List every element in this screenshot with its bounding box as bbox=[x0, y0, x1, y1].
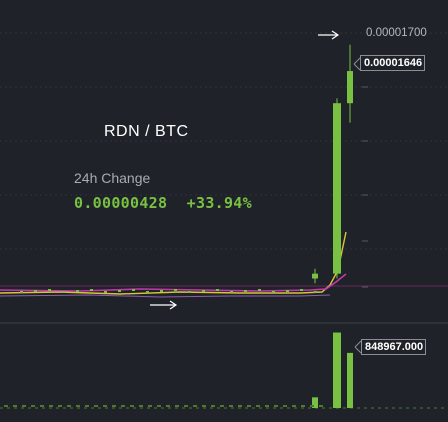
high-price-label: 0.00001700 bbox=[366, 27, 427, 39]
price-tag-pointer bbox=[353, 57, 361, 71]
volume-tick bbox=[94, 405, 98, 407]
markers bbox=[150, 30, 362, 354]
volume-tag: 848967.000 bbox=[361, 339, 427, 355]
small-candle bbox=[188, 291, 191, 293]
change-percent: +33.94% bbox=[186, 194, 252, 212]
last-price-tag: 0.00001646 bbox=[360, 55, 426, 71]
volume-tick bbox=[103, 405, 107, 407]
small-candle bbox=[104, 291, 107, 293]
volume-bar bbox=[312, 397, 318, 408]
candle-body bbox=[333, 103, 341, 274]
small-candle bbox=[20, 291, 23, 293]
volume-tick bbox=[121, 405, 125, 407]
volume-tick bbox=[4, 405, 8, 407]
volume-tick bbox=[13, 405, 17, 407]
volume-tick bbox=[184, 405, 188, 407]
volume-tick bbox=[85, 405, 89, 407]
change-label: 24h Change bbox=[74, 170, 151, 186]
small-candle bbox=[34, 290, 37, 292]
volume-tick bbox=[292, 405, 296, 407]
volume-tick bbox=[238, 405, 242, 407]
volume-tick bbox=[229, 405, 233, 407]
volume-tick bbox=[112, 405, 116, 407]
volume-bar bbox=[347, 352, 353, 408]
volume-tick bbox=[67, 405, 71, 407]
high-marker-arrow bbox=[318, 30, 340, 40]
ma-line-purple bbox=[0, 294, 331, 298]
small-candle bbox=[300, 289, 303, 291]
volume-tick bbox=[211, 405, 215, 407]
volume-tick bbox=[247, 405, 251, 407]
candles bbox=[312, 44, 353, 284]
volume-tick bbox=[157, 405, 161, 407]
moving-average-lines bbox=[0, 231, 347, 298]
volume-tick bbox=[265, 405, 269, 407]
volume-tick bbox=[256, 405, 260, 407]
volume-tick bbox=[76, 405, 80, 407]
candle-body bbox=[347, 71, 353, 104]
small-candle bbox=[132, 289, 135, 291]
grid-lines bbox=[0, 32, 448, 409]
volume-tick bbox=[220, 405, 224, 407]
small-candle bbox=[286, 290, 289, 292]
volume-tick bbox=[49, 405, 53, 407]
volume-tick bbox=[202, 405, 206, 407]
volume-tick bbox=[22, 405, 26, 407]
low-marker-arrow bbox=[150, 300, 178, 310]
small-candle bbox=[118, 290, 121, 292]
small-candle bbox=[314, 291, 317, 293]
volume-tick bbox=[175, 405, 179, 407]
volume-tick bbox=[310, 405, 314, 407]
volume-tick bbox=[40, 405, 44, 407]
volume-tick bbox=[58, 405, 62, 407]
small-candle bbox=[174, 289, 177, 291]
volume-tick bbox=[139, 405, 143, 407]
volume-tick bbox=[31, 405, 35, 407]
volume-tick bbox=[301, 405, 305, 407]
ma-line-yellow bbox=[0, 231, 347, 295]
small-candle bbox=[216, 289, 219, 291]
volume-tick bbox=[283, 405, 287, 407]
ma-line-magenta bbox=[0, 273, 347, 292]
change-values: 0.00000428 +33.94% bbox=[74, 194, 252, 212]
small-candle bbox=[202, 290, 205, 292]
volume-tag-pointer bbox=[354, 340, 362, 354]
volume-tick bbox=[274, 405, 278, 407]
small-candle bbox=[146, 291, 149, 293]
small-candle bbox=[244, 290, 247, 292]
small-candle bbox=[160, 290, 163, 292]
small-candle bbox=[90, 289, 93, 291]
volume-tick bbox=[130, 405, 134, 407]
small-candle bbox=[62, 291, 65, 293]
volume-tick bbox=[193, 405, 197, 407]
small-candle bbox=[76, 290, 79, 292]
volume-bars bbox=[4, 332, 353, 408]
volume-tick bbox=[148, 405, 152, 407]
small-candle bbox=[230, 291, 233, 293]
small-candle bbox=[48, 289, 51, 291]
volume-tick bbox=[319, 405, 323, 407]
candle-body bbox=[312, 273, 318, 279]
small-candle bbox=[258, 289, 261, 291]
small-candle bbox=[272, 291, 275, 293]
pair-title: RDN / BTC bbox=[104, 123, 189, 140]
volume-bar bbox=[333, 332, 341, 408]
volume-tick bbox=[166, 405, 170, 407]
change-value: 0.00000428 bbox=[74, 194, 168, 212]
